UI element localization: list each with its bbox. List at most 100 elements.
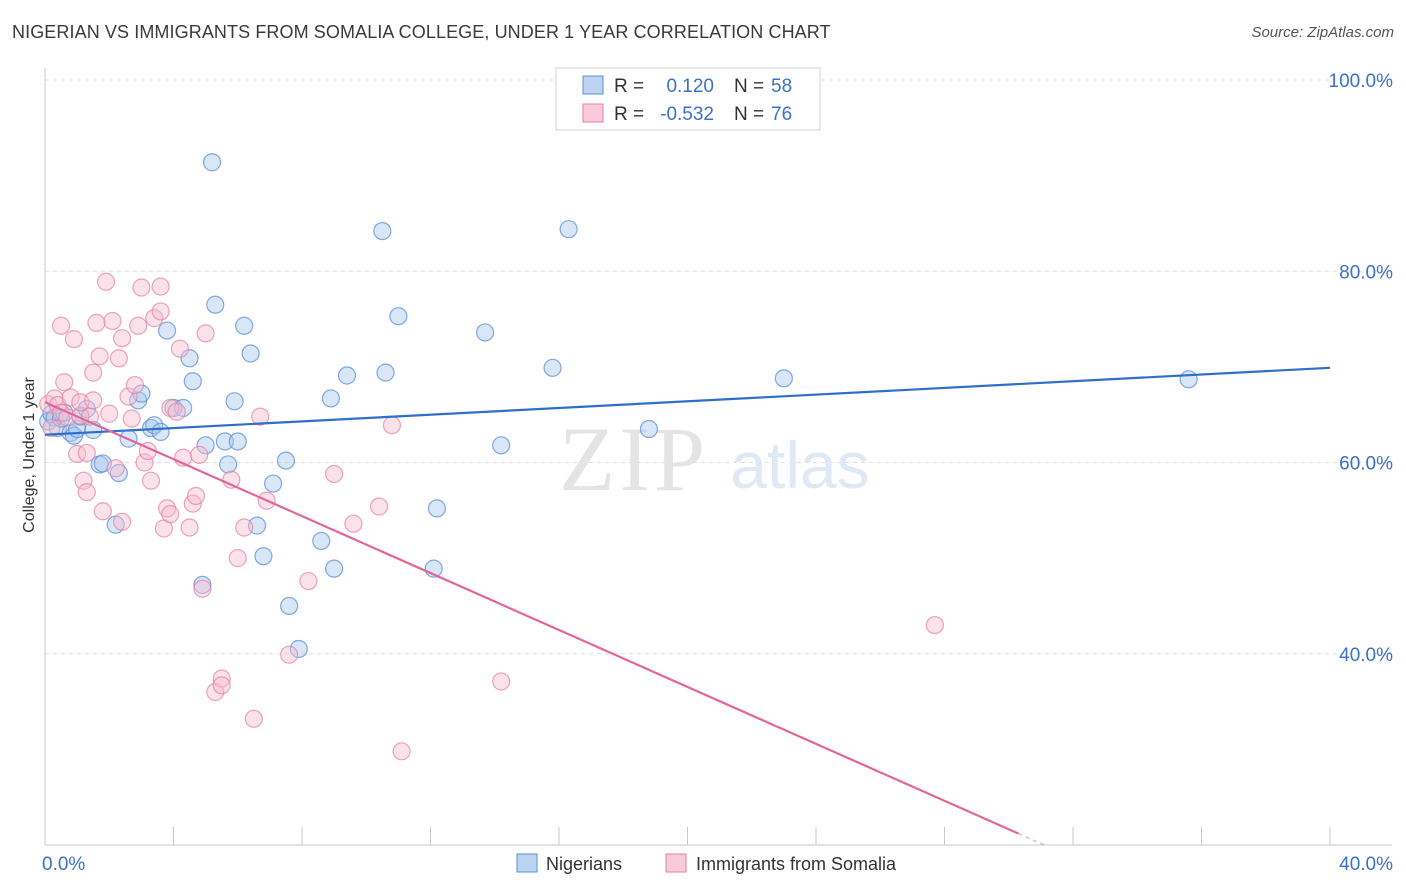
data-point-somalia <box>77 443 96 463</box>
data-point-somalia <box>280 645 299 664</box>
data-point-somalia <box>90 347 109 366</box>
data-point-nigerians <box>289 639 308 659</box>
data-point-nigerians <box>312 531 331 551</box>
chart-title: NIGERIAN VS IMMIGRANTS FROM SOMALIA COLL… <box>12 22 831 42</box>
data-point-somalia <box>87 313 106 332</box>
data-point-nigerians <box>180 349 199 368</box>
data-point-somalia <box>196 324 215 343</box>
data-point-nigerians <box>263 474 283 493</box>
stats-n-label-somalia: N = <box>734 104 764 125</box>
data-point-somalia <box>84 363 103 382</box>
data-point-somalia <box>151 302 170 321</box>
data-point-somalia <box>93 502 112 521</box>
data-point-somalia <box>135 453 154 472</box>
data-point-nigerians <box>373 221 392 241</box>
data-point-somalia <box>55 373 74 392</box>
data-point-nigerians <box>543 358 562 377</box>
data-point-somalia <box>251 407 270 426</box>
data-point-nigerians <box>215 432 234 451</box>
data-point-somalia <box>212 669 231 688</box>
data-point-nigerians <box>492 436 511 455</box>
data-point-nigerians <box>235 316 254 335</box>
data-point-somalia <box>100 404 119 423</box>
data-point-nigerians <box>476 323 495 342</box>
data-point-somalia <box>68 444 87 463</box>
legend-label-somalia: Immigrants from Somalia <box>696 854 897 874</box>
data-point-somalia <box>42 418 61 438</box>
axes <box>44 68 1392 846</box>
data-point-somalia <box>145 309 164 328</box>
data-point-somalia <box>325 464 344 484</box>
data-point-somalia <box>244 709 263 728</box>
data-point-somalia <box>161 505 180 524</box>
data-point-nigerians <box>321 389 341 408</box>
stats-swatch-nigerians <box>582 75 604 95</box>
data-point-somalia <box>382 416 402 435</box>
bottom-legend: Nigerians Immigrants from Somalia <box>516 853 897 874</box>
data-point-nigerians <box>206 295 225 314</box>
y-tick-label: 40.0% <box>1339 645 1393 666</box>
stats-n-label-nigerians: N = <box>734 76 764 97</box>
data-point-somalia <box>235 518 254 537</box>
stats-r-value-somalia: -0.532 <box>660 104 714 125</box>
data-point-nigerians <box>254 547 273 566</box>
stats-swatch-somalia <box>582 103 604 123</box>
data-point-nigerians <box>774 369 793 388</box>
data-point-somalia <box>141 471 161 490</box>
data-point-somalia <box>119 387 138 406</box>
data-point-somalia <box>51 316 71 335</box>
data-point-nigerians <box>559 220 578 239</box>
data-point-somalia <box>129 316 148 335</box>
data-point-nigerians <box>276 451 296 470</box>
y-tick-label: 80.0% <box>1339 262 1393 283</box>
data-point-somalia <box>190 445 209 464</box>
data-point-somalia <box>84 391 103 410</box>
stats-n-value-nigerians: 58 <box>771 76 792 97</box>
series-somalia-points <box>39 272 944 761</box>
x-tick-labels: 0.0% 40.0% <box>42 854 1393 875</box>
data-point-somalia <box>61 388 80 407</box>
data-point-somalia <box>157 499 177 518</box>
data-point-nigerians <box>1179 370 1198 389</box>
watermark: ZIP atlas <box>559 408 870 510</box>
data-point-somalia <box>122 409 141 428</box>
data-point-somalia <box>151 277 170 296</box>
data-point-nigerians <box>196 436 215 455</box>
trend-line-nigerians <box>44 366 1331 436</box>
data-point-nigerians <box>183 372 202 391</box>
data-point-somalia <box>64 330 84 349</box>
y-tick-label: 60.0% <box>1339 454 1393 475</box>
stats-r-label-nigerians: R = <box>614 76 644 97</box>
legend-label-nigerians: Nigerians <box>546 854 622 874</box>
data-point-nigerians <box>639 419 659 439</box>
data-point-nigerians <box>280 596 299 616</box>
chart-source: Source: ZipAtlas.com <box>1251 24 1394 41</box>
data-point-somalia <box>299 571 318 591</box>
data-point-somalia <box>103 311 122 331</box>
data-point-somalia <box>74 471 93 490</box>
data-point-somalia <box>193 579 212 598</box>
stats-r-value-nigerians: 0.120 <box>666 76 714 97</box>
data-point-nigerians <box>337 366 357 385</box>
trend-line-somalia <box>44 401 1019 835</box>
data-point-somalia <box>925 615 944 635</box>
data-point-somalia <box>109 349 128 368</box>
legend-swatch-somalia <box>665 853 687 873</box>
data-point-somalia <box>370 497 389 516</box>
data-point-somalia <box>180 518 199 537</box>
data-point-nigerians <box>225 392 244 411</box>
data-point-somalia <box>212 676 231 695</box>
y-tick-label: 100.0% <box>1329 71 1394 92</box>
stats-legend: R = 0.120 N = 58 R = -0.532 N = 76 <box>555 67 821 131</box>
stats-n-value-somalia: 76 <box>771 104 792 125</box>
data-point-nigerians <box>241 344 260 363</box>
watermark-zip: ZIP <box>559 408 709 510</box>
data-point-nigerians <box>376 363 395 382</box>
data-point-nigerians <box>427 499 447 518</box>
y-tick-labels: 40.0% 60.0% 80.0% 100.0% <box>1329 71 1394 666</box>
data-point-somalia <box>492 672 511 691</box>
stats-r-label-somalia: R = <box>614 104 644 125</box>
gridlines <box>45 79 1392 655</box>
trend-lines <box>44 366 1331 848</box>
data-point-somalia <box>392 742 411 761</box>
